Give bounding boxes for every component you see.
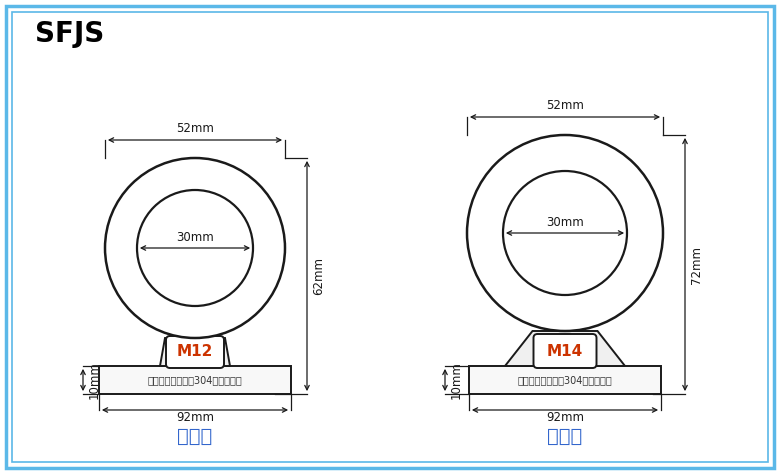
Text: M12: M12	[177, 345, 213, 359]
Text: 92mm: 92mm	[546, 411, 584, 424]
Text: 52mm: 52mm	[176, 122, 214, 135]
Text: 普通版: 普通版	[177, 427, 213, 446]
Ellipse shape	[467, 135, 663, 331]
Text: 所有部件均为标准304不锈钙材质: 所有部件均为标准304不锈钙材质	[518, 375, 612, 385]
Text: 52mm: 52mm	[546, 99, 584, 112]
Text: 所有部件均为标准304不锈钙材质: 所有部件均为标准304不锈钙材质	[147, 375, 243, 385]
Bar	[469, 366, 661, 394]
Text: 92mm: 92mm	[176, 411, 214, 424]
Ellipse shape	[137, 190, 253, 306]
Text: M14: M14	[547, 344, 583, 358]
Text: 62mm: 62mm	[312, 257, 325, 295]
Ellipse shape	[503, 171, 627, 295]
FancyBboxPatch shape	[166, 336, 224, 368]
Ellipse shape	[105, 158, 285, 338]
Text: SFJS: SFJS	[35, 20, 105, 48]
Text: 30mm: 30mm	[176, 231, 214, 244]
Polygon shape	[160, 338, 230, 366]
Polygon shape	[505, 331, 625, 366]
Text: 10mm: 10mm	[450, 361, 463, 399]
Bar	[99, 366, 291, 394]
Text: 10mm: 10mm	[88, 361, 101, 399]
Text: 豪华版: 豪华版	[548, 427, 583, 446]
FancyBboxPatch shape	[534, 334, 597, 368]
Text: 72mm: 72mm	[690, 246, 703, 283]
Text: 30mm: 30mm	[546, 216, 584, 229]
